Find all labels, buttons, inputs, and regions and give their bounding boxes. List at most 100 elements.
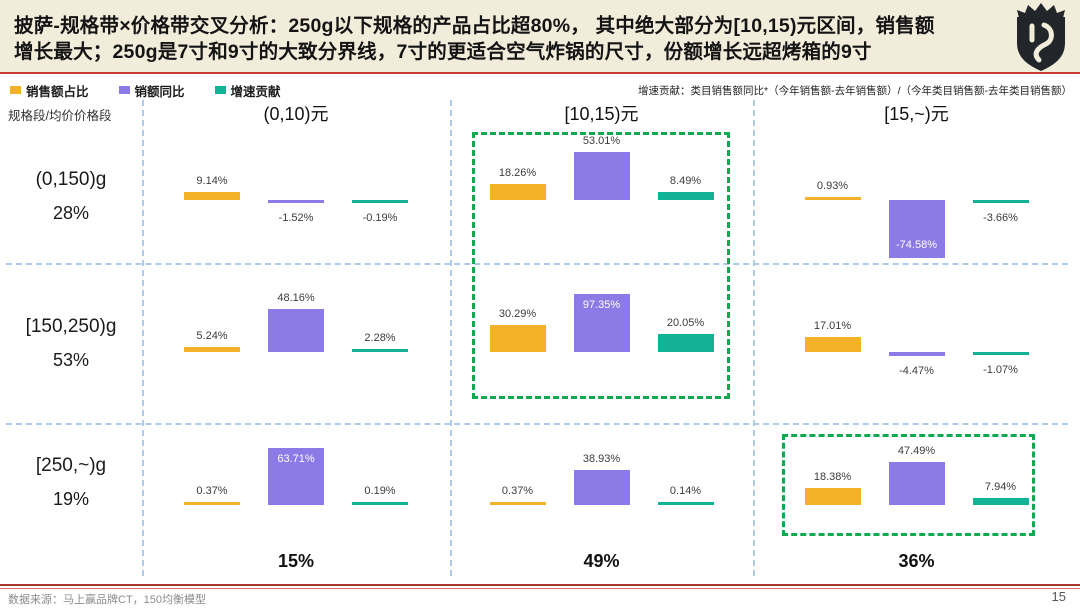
bar-rect xyxy=(352,349,408,352)
grid-divider-vertical-3 xyxy=(753,100,755,576)
slide-title-line2: 增长最大；250g是7寸和9寸的大致分界线，7寸的更适合空气炸锅的尺寸，份额增长… xyxy=(14,41,872,63)
axis-corner-label: 规格段/均价价格段 xyxy=(8,109,112,123)
legend-label-sales-share: 销售额占比 xyxy=(26,84,89,99)
bar-sales-yoy: -1.52% xyxy=(268,130,324,263)
row-label: [250,~)g xyxy=(35,454,107,476)
bar-value-label: 0.19% xyxy=(364,485,396,497)
bar-value-label: 63.71% xyxy=(277,452,315,465)
bar-value-label: 0.37% xyxy=(501,485,534,497)
bar-rect xyxy=(184,502,240,505)
cross-analysis-grid: 规格段/均价价格段 (0,10)元 [10,15)元 [15,~)元 (0,15… xyxy=(0,98,1080,581)
chart-cell-r3c1: 0.37% 63.71% 0.19% xyxy=(142,423,450,541)
bar-rect xyxy=(657,192,714,200)
legend-swatch-sales-share xyxy=(10,86,21,94)
bar-sales-share: 30.29% xyxy=(489,263,546,423)
bar-value-label: -74.58% xyxy=(896,239,937,251)
highlight-box-price-15-plus-row3 xyxy=(782,434,1035,536)
brand-shield-logo xyxy=(1017,3,1065,71)
bar-sales-yoy: 63.71% xyxy=(268,423,324,541)
bar-sales-share: 5.24% xyxy=(184,263,240,423)
bar-value-label: 2.28% xyxy=(364,332,396,344)
bar-value-label: 30.29% xyxy=(498,307,537,320)
bar-value-label: 38.93% xyxy=(582,452,621,465)
bar-growth-contribution: 8.49% xyxy=(657,130,714,263)
bar-rect xyxy=(888,462,945,505)
bar-value-label: -1.52% xyxy=(278,212,314,224)
row-header-weight-250-plus: [250,~)g 19% xyxy=(0,423,142,541)
grid-divider-vertical-2 xyxy=(450,100,452,576)
bar-growth-contribution: 0.19% xyxy=(352,423,408,541)
bar-sales-share: 18.26% xyxy=(489,130,546,263)
bar-growth-contribution: -1.07% xyxy=(972,263,1029,423)
bar-rect xyxy=(657,502,714,505)
slide-header: 披萨-规格带×价格带交叉分析：250g以下规格的产品占比超80%， 其中绝大部分… xyxy=(0,0,1080,74)
bar-rect xyxy=(489,502,546,505)
slide-title: 披萨-规格带×价格带交叉分析：250g以下规格的产品占比超80%， 其中绝大部分… xyxy=(14,13,994,65)
bar-value-label: -1.07% xyxy=(983,364,1018,376)
bar-rect xyxy=(972,352,1029,355)
cross-analysis-board: 规格段/均价价格段 (0,10)元 [10,15)元 [15,~)元 (0,15… xyxy=(0,98,1080,582)
column-header-price-15-plus: [15,~)元 xyxy=(884,104,949,124)
bar-growth-contribution: 2.28% xyxy=(352,263,408,423)
bar-rect xyxy=(268,308,324,352)
row-share: 28% xyxy=(52,203,90,223)
bar-rect xyxy=(268,447,324,505)
grid-divider-vertical-1 xyxy=(142,100,144,576)
bar-value-label: 0.37% xyxy=(196,485,228,497)
row-label: (0,150)g xyxy=(35,169,107,190)
bar-value-label: 53.01% xyxy=(582,135,621,148)
legend-swatch-sales-yoy xyxy=(118,86,130,94)
bar-value-label: 0.14% xyxy=(669,485,702,497)
row-share: 53% xyxy=(52,349,90,370)
slide-title-line1: 披萨-规格带×价格带交叉分析：250g以下规格的产品占比超80%， 其中绝大部分… xyxy=(14,15,935,37)
bar-rect xyxy=(888,352,945,357)
bar-sales-yoy: 48.16% xyxy=(268,263,324,423)
bar-rect xyxy=(972,497,1029,505)
bar-value-label: 97.35% xyxy=(582,299,621,311)
bar-sales-yoy: -74.58% xyxy=(888,130,945,263)
bar-rect xyxy=(352,502,408,505)
bar-rect xyxy=(888,200,945,258)
bar-rect xyxy=(657,333,714,352)
totals-spacer xyxy=(0,541,142,581)
bar-rect xyxy=(184,347,240,352)
column-header-price-0-10: (0,10)元 xyxy=(263,104,329,124)
bar-value-label: 8.49% xyxy=(669,175,702,188)
bar-rect xyxy=(804,197,861,200)
bar-rect xyxy=(184,191,240,200)
chart-cell-r3c3: 18.38% 47.49% 7.94% xyxy=(753,423,1080,541)
grid-divider-horizontal-2 xyxy=(6,423,1068,425)
bar-growth-contribution: -3.66% xyxy=(972,130,1029,263)
chart-cell-r1c1: 9.14% -1.52% -0.19% xyxy=(142,130,450,263)
chart-cell-r2c1: 5.24% 48.16% 2.28% xyxy=(142,263,450,423)
bar-sales-yoy: -4.47% xyxy=(888,263,945,423)
bar-value-label: 17.01% xyxy=(813,319,852,332)
legend-label-growth-contribution: 增速贡献 xyxy=(230,84,281,99)
bar-value-label: 18.26% xyxy=(498,166,537,179)
bar-sales-share: 17.01% xyxy=(804,263,861,423)
bar-value-label: 9.14% xyxy=(196,174,228,187)
bar-rect xyxy=(972,200,1029,204)
bar-value-label: -4.47% xyxy=(899,365,934,378)
bar-sales-share: 0.37% xyxy=(184,423,240,541)
bar-rect xyxy=(804,336,861,352)
legend-item-sales-yoy: 销额同比 xyxy=(118,81,185,100)
bar-value-label: 47.49% xyxy=(897,445,936,458)
bar-value-label: 0.93% xyxy=(816,180,849,192)
bar-sales-share: 18.38% xyxy=(804,423,861,541)
bar-sales-yoy: 38.93% xyxy=(573,423,630,541)
bar-rect xyxy=(489,183,546,200)
footer-divider xyxy=(0,584,1080,589)
bar-rect xyxy=(573,294,630,352)
bar-value-label: -3.66% xyxy=(983,212,1018,225)
bar-growth-contribution: 7.94% xyxy=(972,423,1029,541)
chart-cell-r1c2: 18.26% 53.01% 8.49% xyxy=(450,130,753,263)
highlight-box-price-10-15 xyxy=(472,132,730,399)
legend-item-sales-share: 销售额占比 xyxy=(10,81,89,100)
bar-value-label: 7.94% xyxy=(984,480,1017,493)
bar-sales-yoy: 97.35% xyxy=(573,263,630,423)
bar-sales-share: 0.37% xyxy=(489,423,546,541)
bar-sales-yoy: 53.01% xyxy=(573,130,630,263)
bar-growth-contribution: -0.19% xyxy=(352,130,408,263)
row-header-weight-150-250: [150,250)g 53% xyxy=(0,263,142,423)
